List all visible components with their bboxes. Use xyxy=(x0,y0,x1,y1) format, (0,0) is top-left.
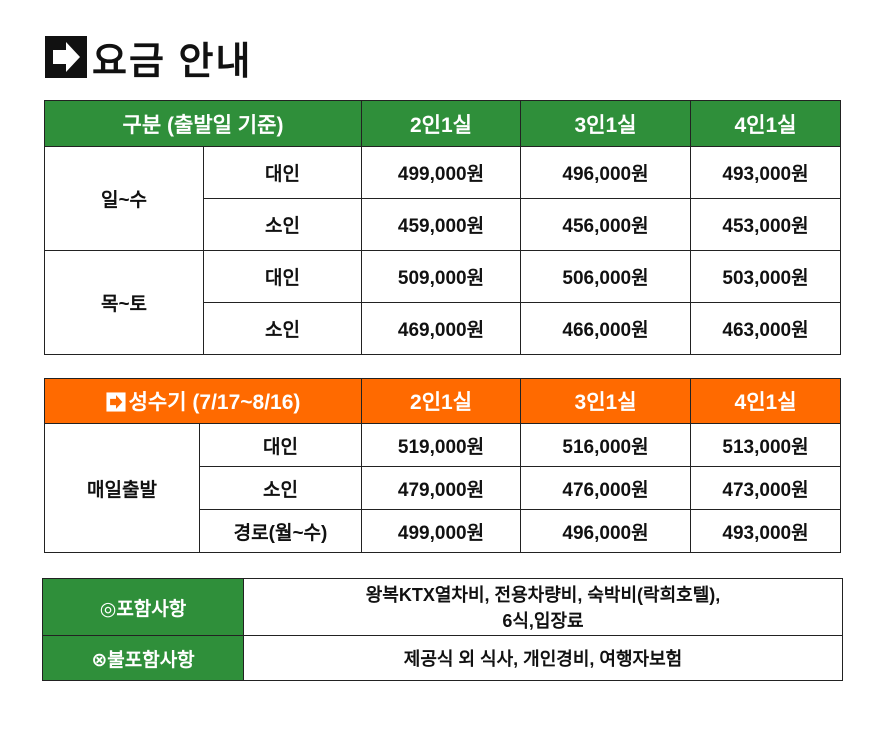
price-cell: 499,000원 xyxy=(361,146,521,199)
info-line: 왕복KTX열차비, 전용차량비, 숙박비(락희호텔), xyxy=(365,585,721,605)
price-cell: 496,000원 xyxy=(520,509,692,553)
price-row: 소인 469,000원 466,000원 463,000원 xyxy=(45,302,841,355)
header-row: 성수기 (7/17~8/16) 2인1실 3인1실 4인1실 xyxy=(43,378,842,424)
info-row: ⊗불포함사항 제공식 외 식사, 개인경비, 여행자보험 xyxy=(42,635,843,681)
group-cell: 목~토 xyxy=(44,250,204,355)
price-cell: 453,000원 xyxy=(690,198,841,251)
header-text: 3인1실 xyxy=(574,391,637,414)
header-cell: 3인1실 xyxy=(520,378,692,424)
arrow-icon xyxy=(106,392,126,412)
title-block: 요금 안내 xyxy=(44,32,253,83)
header-text: 4인1실 xyxy=(734,113,797,137)
header-text: 구분 (출발일 기준) xyxy=(122,113,284,137)
price-row: 소인 459,000원 456,000원 453,000원 xyxy=(45,198,841,251)
title: 요금 안내 xyxy=(92,40,253,83)
header-text: 2인1실 xyxy=(410,113,472,137)
group-cell: 일~수 xyxy=(44,146,204,251)
price-cell: 516,000원 xyxy=(520,423,692,467)
group-cell: 매일출발 xyxy=(44,423,200,553)
header-text: 3인1실 xyxy=(574,113,637,137)
price-cell: 519,000원 xyxy=(361,423,522,467)
row-label: 경로(월~수) xyxy=(198,509,363,553)
header-cell: 구분 (출발일 기준) xyxy=(44,100,362,147)
header-cell: 4인1실 xyxy=(690,100,841,147)
price-cell: 496,000원 xyxy=(520,146,691,199)
info-text: 왕복KTX열차비, 전용차량비, 숙박비(락희호텔), 6식,입장료 xyxy=(243,578,843,636)
price-row: 매일출발 대인 519,000원 516,000원 513,000원 xyxy=(44,423,842,553)
info-label: ◎포함사항 xyxy=(42,578,244,636)
info-line: 6식,입장료 xyxy=(502,611,584,631)
price-cell: 463,000원 xyxy=(690,302,841,355)
price-row: 일~수 대인 499,000원 496,000원 493,000원 xyxy=(44,146,841,251)
info-label: ⊗불포함사항 xyxy=(42,635,244,681)
price-cell: 473,000원 xyxy=(690,466,842,510)
header-cell: 2인1실 xyxy=(361,100,521,147)
price-cell: 476,000원 xyxy=(520,466,692,510)
arrow-icon xyxy=(45,36,87,78)
info-text: 제공식 외 식사, 개인경비, 여행자보험 xyxy=(243,635,843,681)
price-cell: 466,000원 xyxy=(520,302,691,355)
header-cell: 2인1실 xyxy=(361,378,522,424)
row-label: 소인 xyxy=(203,198,362,251)
header-cell: 3인1실 xyxy=(520,100,691,147)
price-cell: 499,000원 xyxy=(361,509,522,553)
price-cell: 469,000원 xyxy=(361,302,521,355)
header-text: 2인1실 xyxy=(410,391,473,414)
inclusion-table: ◎포함사항 왕복KTX열차비, 전용차량비, 숙박비(락희호텔), 6식,입장료 ⊗불… xyxy=(42,578,843,681)
header-text: 4인1실 xyxy=(734,391,797,414)
row-label: 소인 xyxy=(203,302,362,355)
header-cell: 4인1실 xyxy=(690,378,842,424)
header-cell: 성수기 (7/17~8/16) xyxy=(43,378,363,424)
price-cell: 509,000원 xyxy=(361,250,521,303)
info-line: 제공식 외 식사, 개인경비, 여행자보험 xyxy=(403,649,683,669)
price-cell: 456,000원 xyxy=(520,198,691,251)
price-cell: 506,000원 xyxy=(520,250,691,303)
price-cell: 479,000원 xyxy=(361,466,522,510)
price-cell: 493,000원 xyxy=(690,146,841,199)
price-row: 목~토 대인 509,000원 506,000원 503,000원 xyxy=(44,250,841,355)
row-label: 대인 xyxy=(198,423,363,467)
row-label: 대인 xyxy=(203,146,362,199)
info-row: ◎포함사항 왕복KTX열차비, 전용차량비, 숙박비(락희호텔), 6식,입장료 xyxy=(42,578,843,636)
row-label: 대인 xyxy=(203,250,362,303)
row-label: 소인 xyxy=(198,466,363,510)
price-table-regular: 구분 (출발일 기준) 2인1실 3인1실 4인1실 일~수 대인 499,000원 496,… xyxy=(44,100,841,355)
price-cell: 513,000원 xyxy=(690,423,842,467)
price-row: 경로(월~수) 499,000원 496,000원 493,000원 xyxy=(45,509,842,553)
price-cell: 493,000원 xyxy=(690,509,842,553)
price-cell: 459,000원 xyxy=(361,198,521,251)
header-text: 성수기 (7/17~8/16) xyxy=(128,391,301,414)
price-cell: 503,000원 xyxy=(690,250,841,303)
header-row: 구분 (출발일 기준) 2인1실 3인1실 4인1실 xyxy=(44,100,841,147)
